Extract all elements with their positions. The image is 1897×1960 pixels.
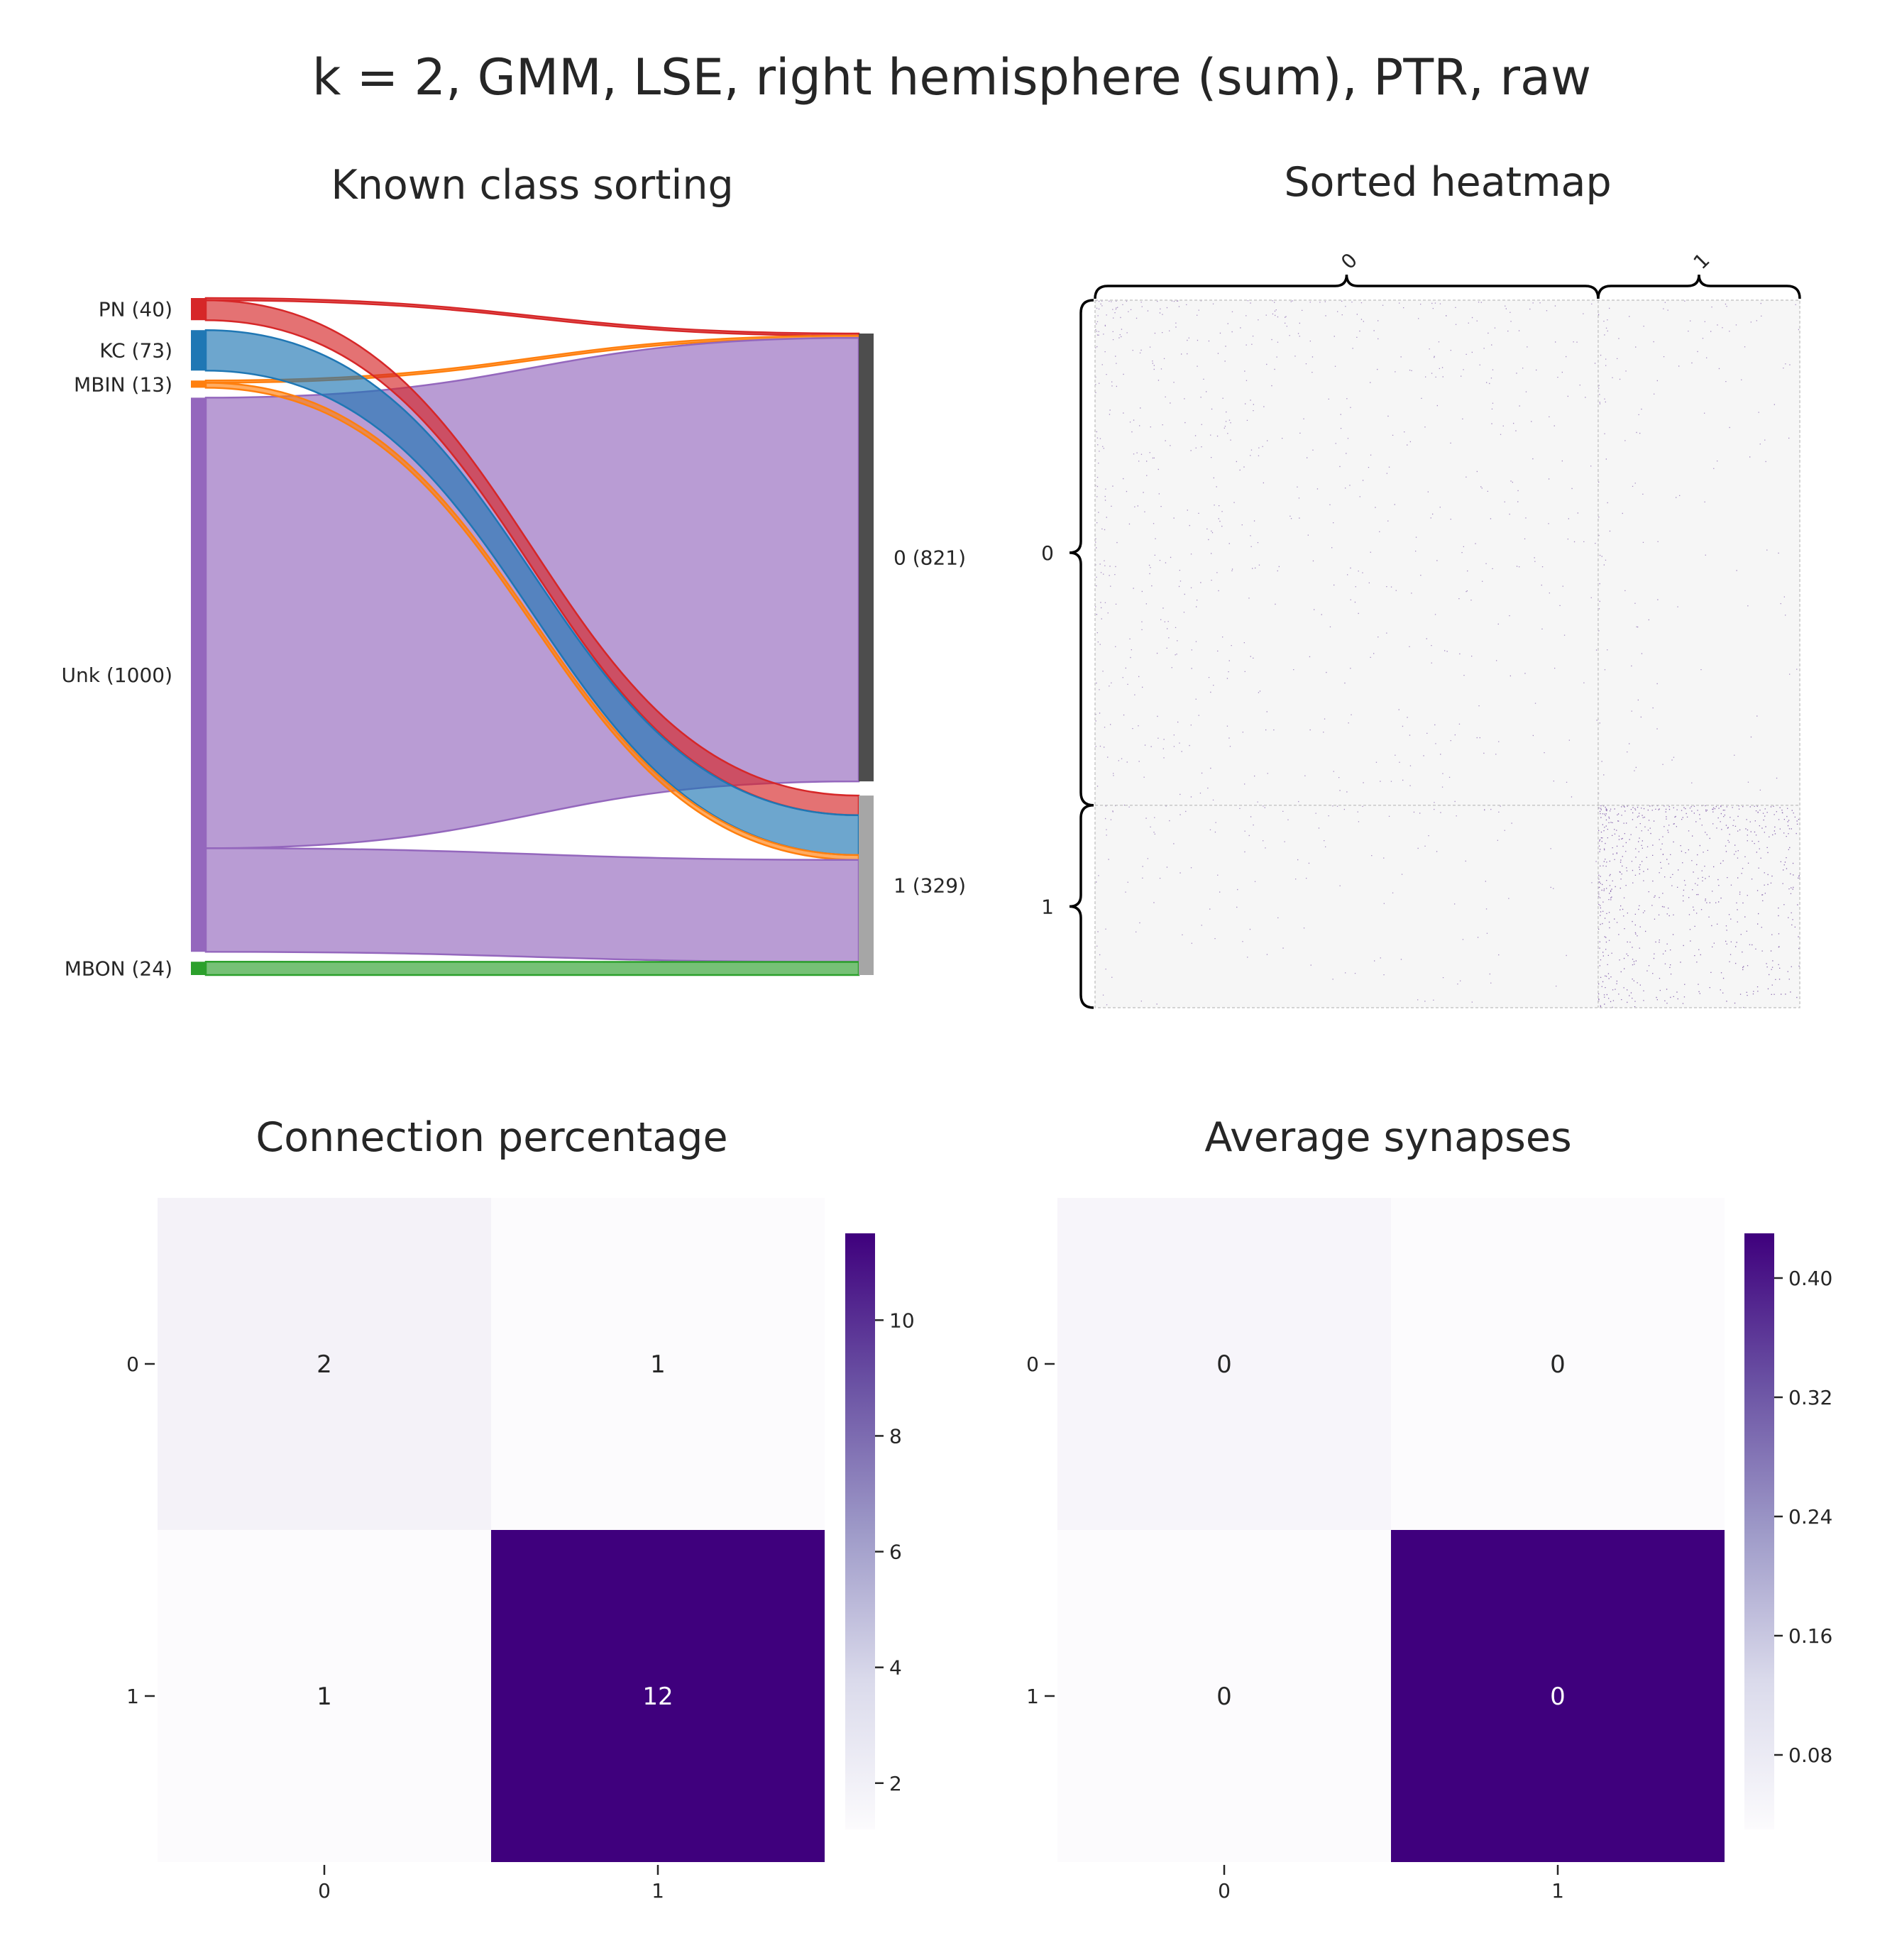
sankey-labels: PN (40) KC (73) MBIN (13) Unk (1000) MBON (2… (62, 298, 966, 981)
heatmap-col-label-1: 1 (1689, 248, 1715, 274)
sankey-node-mbin (191, 380, 206, 388)
avg-cell-label-0-0: 0 (1216, 1350, 1232, 1379)
avg-cell-label-1-0: 0 (1216, 1683, 1232, 1711)
conn-cell-label-0-0: 2 (317, 1350, 332, 1379)
sankey-panel: Known class sorting PN (40) KC (73) MBIN (… (62, 162, 966, 981)
sankey-flow-mbon-to-1 (204, 961, 860, 976)
sankey-label-pn: PN (40) (99, 298, 172, 321)
avg-cell-0-0 (1057, 1198, 1391, 1530)
sorted-heatmap-panel: Sorted heatmap 0 1 0 1 (1041, 159, 1801, 1009)
sankey-label-mbon: MBON (24) (65, 957, 172, 981)
heatmap-row-label-0: 0 (1041, 541, 1054, 565)
sankey-node-cluster-0 (859, 334, 874, 782)
avg-colorbar-tick-0-32: 0.32 (1788, 1386, 1832, 1409)
conn-cell-0-1 (491, 1198, 825, 1530)
avg-cell-label-1-1: 0 (1550, 1683, 1566, 1711)
heatmap-row-brace-1 (1069, 804, 1094, 1009)
sorted-heatmap-frame (1094, 299, 1800, 1008)
avg-ytick-0: 0 (1026, 1353, 1039, 1376)
sankey-nodes (191, 298, 874, 975)
conn-colorbar-tick-2: 2 (889, 1772, 902, 1795)
sankey-node-cluster-1 (859, 795, 874, 975)
sorted-heatmap-title: Sorted heatmap (1284, 159, 1611, 206)
sorted-heatmap-background (1095, 300, 1800, 1008)
avg-colorbar-tick-0-16: 0.16 (1788, 1624, 1832, 1648)
conn-cell-label-1-0: 1 (317, 1683, 332, 1711)
conn-cell-label-0-1: 1 (650, 1350, 666, 1379)
sankey-label-kc: KC (73) (99, 339, 172, 363)
conn-colorbar-tick-6: 6 (889, 1541, 902, 1564)
sankey-label-cluster-1: 1 (329) (893, 874, 966, 898)
connection-percentage-colorbar (845, 1233, 875, 1829)
conn-cell-0-0 (158, 1198, 491, 1530)
avg-ytick-1: 1 (1026, 1685, 1039, 1708)
average-synapses-colorbar (1744, 1233, 1774, 1829)
heatmap-col-brace-1 (1597, 274, 1801, 299)
heatmap-col-brace-0 (1094, 274, 1600, 299)
figure-title: k = 2, GMM, LSE, right hemisphere (sum),… (312, 48, 1591, 106)
sankey-label-cluster-0: 0 (821) (893, 546, 966, 570)
avg-cell-0-1 (1391, 1198, 1725, 1530)
conn-ytick-1: 1 (126, 1685, 139, 1708)
conn-xtick-0: 0 (318, 1879, 331, 1903)
avg-cell-1-1 (1391, 1530, 1725, 1862)
sankey-label-unk: Unk (1000) (62, 664, 172, 687)
avg-cell-label-0-1: 0 (1550, 1350, 1566, 1379)
sankey-node-pn (191, 298, 206, 321)
sankey-flow-unk-to-1 (204, 847, 860, 963)
sankey-node-kc (191, 330, 206, 371)
avg-colorbar-tick-0-40: 0.40 (1788, 1267, 1832, 1290)
connection-percentage-colorbar-ticks: 2 4 6 8 10 (875, 1309, 915, 1795)
conn-ytick-0: 0 (126, 1353, 139, 1376)
conn-colorbar-tick-10: 10 (889, 1309, 915, 1332)
avg-xtick-1: 1 (1551, 1879, 1564, 1903)
avg-colorbar-tick-0-08: 0.08 (1788, 1744, 1832, 1767)
sankey-node-unk (191, 397, 206, 952)
average-synapses-colorbar-ticks: 0.08 0.16 0.24 0.32 0.40 (1774, 1267, 1832, 1767)
sankey-flows (204, 297, 860, 976)
conn-xtick-1: 1 (651, 1879, 664, 1903)
avg-cell-1-0 (1057, 1530, 1391, 1862)
sankey-label-mbin: MBIN (13) (74, 373, 172, 396)
avg-colorbar-tick-0-24: 0.24 (1788, 1505, 1832, 1529)
heatmap-row-brace-0 (1069, 299, 1094, 807)
connection-percentage-title: Connection percentage (255, 1114, 727, 1161)
average-synapses-title: Average synapses (1204, 1114, 1571, 1161)
average-synapses-matrix: 0 0 0 0 0 1 0 1 (1026, 1198, 1725, 1903)
heatmap-row-label-1: 1 (1041, 895, 1054, 918)
conn-cell-1-0 (158, 1530, 491, 1862)
conn-colorbar-tick-4: 4 (889, 1656, 902, 1680)
heatmap-col-label-0: 0 (1336, 248, 1362, 274)
sankey-node-mbon (191, 962, 206, 975)
sankey-title: Known class sorting (331, 162, 733, 209)
heatmap-border (1094, 299, 1800, 1008)
connection-percentage-matrix: 2 1 1 12 0 1 0 1 (126, 1198, 825, 1903)
avg-xtick-0: 0 (1218, 1879, 1231, 1903)
conn-colorbar-tick-8: 8 (889, 1424, 902, 1448)
conn-cell-1-1 (491, 1530, 825, 1862)
conn-cell-label-1-1: 12 (642, 1683, 673, 1711)
